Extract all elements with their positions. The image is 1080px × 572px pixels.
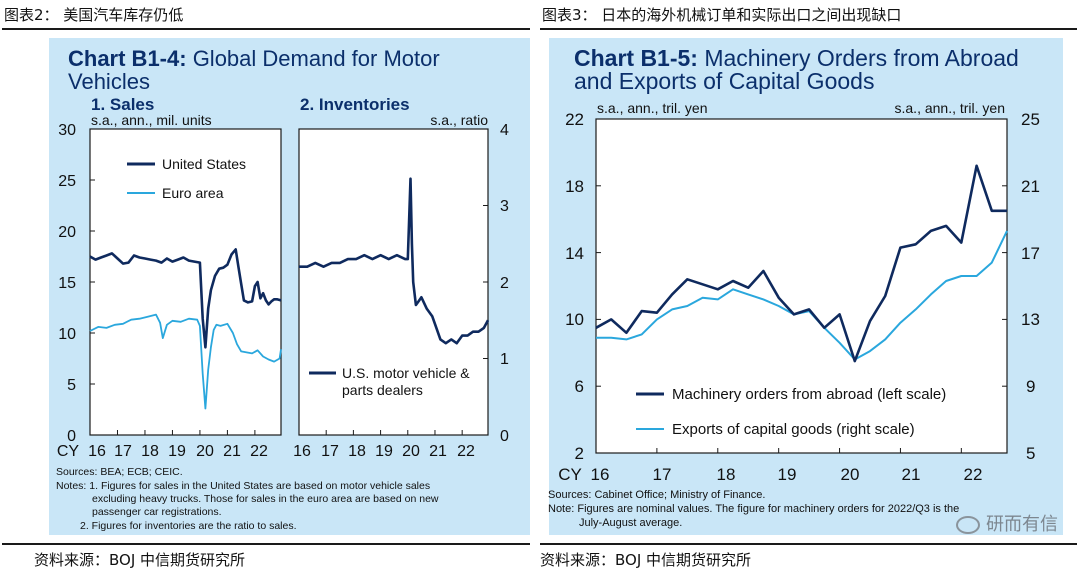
- machinery-y-right-tick: 25: [1021, 110, 1040, 129]
- sales-unit: s.a., ann., mil. units: [91, 112, 212, 128]
- machinery-x-tick: 20: [841, 465, 860, 484]
- inventories-x-tick: 21: [429, 443, 447, 460]
- inventories-x-tick: 18: [348, 443, 366, 460]
- legend-us-label: United States: [162, 156, 246, 172]
- machinery-x-tick: 19: [778, 465, 797, 484]
- watermark-text: 研而有信: [986, 514, 1058, 535]
- left-bottom-rule: [2, 543, 530, 545]
- sales-y-tick: 25: [58, 173, 76, 190]
- left-chart-ticks: [89, 128, 488, 436]
- sales-x-tick: 18: [141, 443, 159, 460]
- machinery-y-left-tick: 6: [575, 377, 584, 396]
- inventories-subtitle: 2. Inventories: [300, 95, 410, 114]
- right-title-bold: Chart B1-5:: [574, 45, 698, 71]
- machinery-x-tick: 16: [591, 465, 610, 484]
- sales-subtitle: 1. Sales: [91, 95, 154, 114]
- machinery-y-right-tick: 13: [1021, 310, 1040, 329]
- right-bottom-rule: [540, 543, 1077, 545]
- sales-y-tick: 15: [58, 275, 76, 292]
- right-title-line2: and Exports of Capital Goods: [574, 68, 874, 94]
- left-note: Sources: BEA; ECB; CEIC.: [56, 466, 183, 478]
- left-title-line2: Vehicles: [68, 69, 150, 94]
- right-figure-caption: 图表3： 日本的海外机械订单和实际出口之间出现缺口: [542, 6, 902, 24]
- left-source-caption: 资料来源：BOJ 中信期货研究所: [34, 551, 246, 569]
- right-note: Note: Figures are nominal values. The fi…: [548, 503, 959, 515]
- inventories-x-tick: 16: [293, 443, 311, 460]
- machinery-y-right-tick: 17: [1021, 244, 1040, 263]
- inventories-x-tick: 17: [321, 443, 339, 460]
- sales-plot-frame: [89, 128, 282, 436]
- left-title-rest: Global Demand for Motor: [187, 46, 440, 71]
- machinery-x-tick: 21: [902, 465, 921, 484]
- left-title-bold: Chart B1-4:: [68, 46, 187, 71]
- legend-eu-label: Euro area: [162, 185, 224, 201]
- sales-y-tick: 10: [58, 326, 76, 343]
- right-note: Sources: Cabinet Office; Ministry of Fin…: [548, 489, 765, 501]
- sales-x-tick: 20: [196, 443, 214, 460]
- left-note: Notes: 1. Figures for sales in the Unite…: [56, 480, 430, 492]
- sales-y-tick: 0: [67, 428, 76, 445]
- right-unit-left: s.a., ann., tril. yen: [597, 100, 708, 116]
- right-top-rule: [540, 28, 1077, 30]
- sales-x-tick: 21: [223, 443, 241, 460]
- machinery-y-left-tick: 22: [565, 110, 584, 129]
- right-chart-ticks: [595, 118, 1007, 454]
- machinery-x-tick: 18: [717, 465, 736, 484]
- machinery-y-right-tick: 21: [1021, 177, 1040, 196]
- inventories-y-tick: 3: [500, 198, 509, 215]
- machinery-x-tick: 17: [653, 465, 672, 484]
- legend-orders-label: Machinery orders from abroad (left scale…: [672, 386, 946, 403]
- inventories-x-tick: 22: [457, 443, 475, 460]
- euro-area-line: [89, 313, 282, 410]
- legend-exports-label: Exports of capital goods (right scale): [672, 421, 915, 438]
- sales-x-tick: 19: [168, 443, 186, 460]
- inventories-y-tick: 2: [500, 275, 509, 292]
- right-source-caption: 资料来源：BOJ 中信期货研究所: [540, 551, 752, 569]
- sales-x-tick: 22: [250, 443, 268, 460]
- sales-y-tick: 5: [67, 377, 76, 394]
- machinery-y-left-tick: 2: [575, 444, 584, 463]
- left-top-rule: [2, 28, 530, 30]
- sales-x-tick: 16: [88, 443, 106, 460]
- machinery-x-prefix: CY: [558, 465, 582, 484]
- sales-y-tick: 30: [58, 122, 76, 139]
- united-states-line: [89, 248, 282, 349]
- machinery-x-tick: 22: [964, 465, 983, 484]
- machinery-plot-frame: [595, 118, 1008, 454]
- machinery-y-right-tick: 9: [1026, 377, 1035, 396]
- right-chart-title: Chart B1-5: Machinery Orders from Abroad: [574, 45, 1019, 71]
- inventories-y-tick: 4: [500, 122, 509, 139]
- legend-inventory-label-2: parts dealers: [342, 382, 423, 398]
- inventories-unit: s.a., ratio: [430, 112, 488, 128]
- inventory-ratio-line: [299, 177, 490, 345]
- legend-inventory-label-1: U.S. motor vehicle &: [342, 365, 470, 381]
- left-note: excluding heavy trucks. Those for sales …: [92, 493, 439, 505]
- sales-y-tick: 20: [58, 224, 76, 241]
- right-unit-right: s.a., ann., tril. yen: [895, 100, 1006, 116]
- sales-x-prefix: CY: [57, 443, 80, 460]
- left-chart-title: Chart B1-4: Global Demand for Motor: [68, 46, 440, 71]
- machinery-y-left-tick: 14: [565, 244, 584, 263]
- machinery-y-left-tick: 10: [565, 310, 584, 329]
- inventories-y-tick: 0: [500, 428, 509, 445]
- machinery-y-left-tick: 18: [565, 177, 584, 196]
- left-figure-caption: 图表2： 美国汽车库存仍低: [4, 6, 184, 24]
- sales-x-tick: 17: [114, 443, 132, 460]
- left-note: passenger car registrations.: [92, 506, 222, 518]
- left-note: 2. Figures for inventories are the ratio…: [80, 520, 297, 532]
- wechat-icon: [956, 516, 980, 534]
- right-note: July-August average.: [579, 517, 682, 529]
- inventories-x-tick: 20: [402, 443, 420, 460]
- right-title-rest: Machinery Orders from Abroad: [698, 45, 1019, 71]
- inventories-x-tick: 19: [375, 443, 393, 460]
- inventories-y-tick: 1: [500, 351, 509, 368]
- machinery-y-right-tick: 5: [1026, 444, 1035, 463]
- machinery-orders-line: [595, 164, 1007, 363]
- watermark: 研而有信: [956, 510, 1058, 536]
